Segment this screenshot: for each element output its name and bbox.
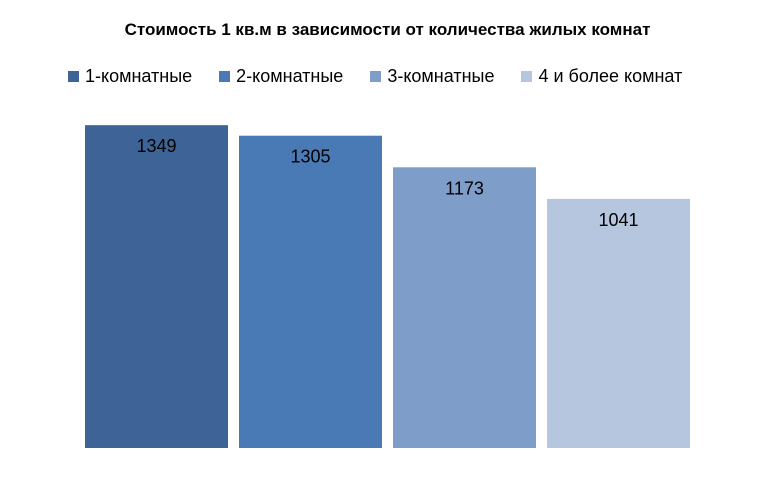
legend-label-3: 3-комнатные — [387, 65, 495, 86]
legend-item-2: 2-комнатные — [219, 66, 343, 87]
bar-3 — [393, 167, 536, 448]
legend-item-1: 1-комнатные — [68, 66, 192, 87]
legend-label-2: 2-комнатные — [236, 65, 344, 86]
legend-label-4: 4 и более комнат — [538, 65, 683, 86]
data-label-4: 1041 — [598, 210, 638, 230]
bar-4 — [547, 198, 690, 448]
bar-2 — [239, 135, 382, 448]
legend-label-1: 1-комнатные — [85, 65, 193, 86]
chart-title: Стоимость 1 кв.м в зависимости от количе… — [124, 20, 651, 39]
data-label-1: 1349 — [136, 136, 176, 156]
data-label-2: 1305 — [290, 147, 330, 167]
bar-1 — [85, 125, 228, 448]
chart-legend: 1-комнатные 2-комнатные 3-комнатные 4 и … — [68, 66, 682, 86]
legend-swatch-2 — [219, 70, 231, 82]
data-label-3: 1173 — [445, 178, 484, 198]
legend-swatch-1 — [68, 70, 79, 82]
legend-item-3: 3-комнатные — [370, 66, 494, 87]
legend-item-4: 4 и более комнат — [521, 66, 682, 87]
legend-swatch-4 — [521, 70, 533, 82]
legend-swatch-3 — [370, 70, 382, 82]
